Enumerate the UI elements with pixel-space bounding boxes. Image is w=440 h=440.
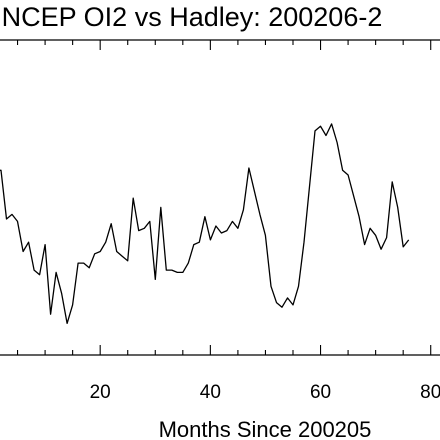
series-line	[0, 123, 410, 325]
x-tick-label: 80	[420, 382, 440, 403]
x-tick-label: 20	[90, 382, 111, 403]
x-tick-label: 40	[200, 382, 221, 403]
chart-title: NCEP OI2 vs Hadley: 200206-2	[2, 2, 383, 32]
x-tick-label: 60	[310, 382, 331, 403]
plot-frame	[0, 39, 440, 356]
x-axis-label: Months Since 200205	[159, 417, 372, 440]
x-tick-labels: 20 40 60 80	[90, 382, 440, 403]
series-group	[0, 123, 410, 325]
axis-ticks	[16, 40, 432, 355]
